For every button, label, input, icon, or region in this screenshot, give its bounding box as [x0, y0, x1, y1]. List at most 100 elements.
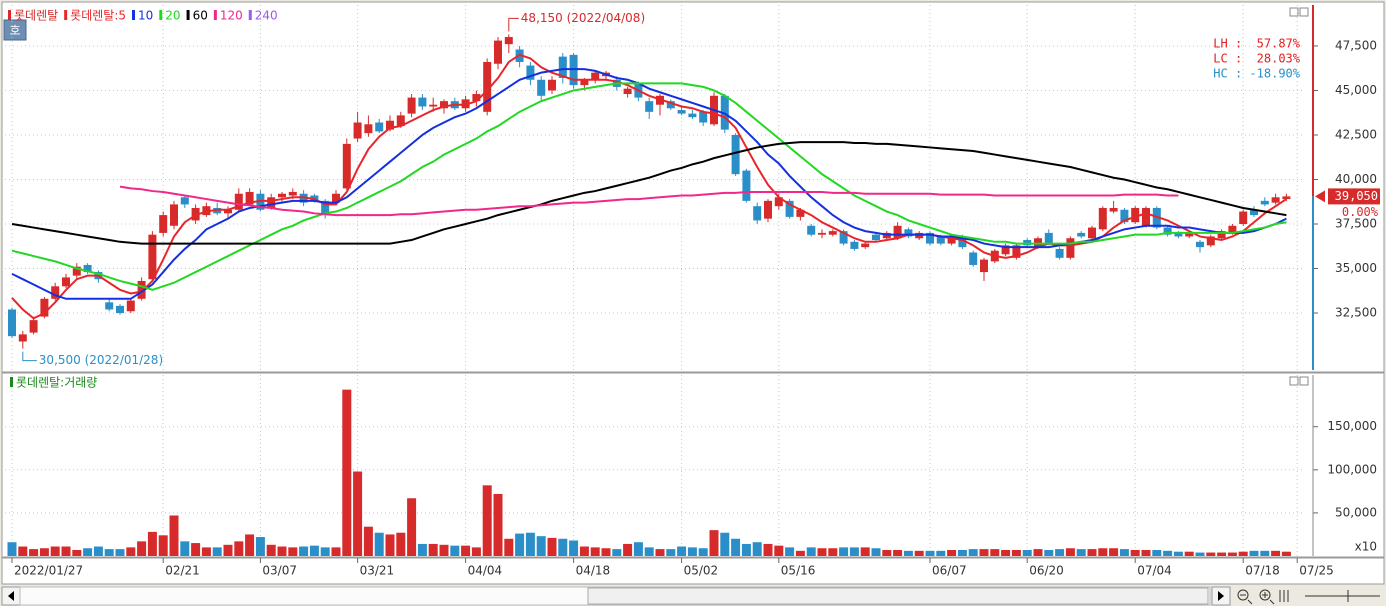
volume-bar	[1033, 549, 1043, 556]
min-marker	[22, 351, 37, 362]
date-axis-panel	[1, 557, 1385, 585]
candle-body	[872, 234, 880, 241]
volume-bar	[536, 536, 546, 556]
volume-bar	[201, 547, 211, 556]
candle-body	[947, 236, 956, 244]
volume-bar	[93, 546, 103, 556]
candle-body	[62, 277, 70, 287]
volume-bar	[363, 526, 373, 556]
zoom-glyphs	[1240, 592, 1275, 605]
volume-bar	[309, 545, 319, 556]
candle-body	[375, 122, 384, 132]
volume-bar	[1173, 551, 1183, 556]
volume-bar	[547, 537, 557, 556]
volume-bar	[353, 471, 363, 556]
candle-body	[958, 236, 967, 248]
zoom-slider[interactable]	[1279, 590, 1380, 602]
arrow-icon	[1218, 591, 1224, 601]
y-tick-label: 50,000	[1335, 505, 1377, 519]
volume-bar	[471, 547, 481, 556]
volume-bar	[1011, 549, 1021, 556]
candle-body	[558, 56, 567, 78]
y-tick-label: 35,000	[1335, 261, 1377, 275]
zoom-out[interactable]	[1237, 589, 1249, 601]
candle-body	[742, 170, 751, 201]
volume-bar	[817, 548, 827, 556]
volume-bar	[1055, 549, 1065, 556]
candle-body	[51, 286, 60, 299]
candle-body	[483, 61, 492, 112]
candle-body	[1142, 207, 1150, 226]
candle-body	[72, 266, 81, 276]
scroll-thumb[interactable]	[587, 587, 1209, 605]
y-tick-label: 37,500	[1335, 217, 1377, 231]
volume-bar	[277, 546, 287, 556]
volume-bar	[1206, 552, 1216, 556]
volume-bar	[569, 540, 579, 556]
candle-body	[342, 143, 351, 189]
volume-bar	[677, 546, 687, 556]
candle-body	[234, 193, 243, 210]
volume-bar	[655, 549, 665, 556]
volume-bar	[990, 549, 1000, 556]
volume-bar	[623, 543, 633, 556]
volume-bar	[1065, 548, 1075, 556]
volume-bar	[7, 542, 17, 556]
volume-bar	[126, 547, 136, 556]
volume-bar	[450, 545, 460, 556]
x-tick-label: 02/21	[165, 564, 200, 578]
candle-body	[494, 40, 502, 64]
candle-body	[926, 232, 934, 244]
y-tick-label: 100,000	[1327, 462, 1377, 476]
volume-bar	[925, 550, 935, 556]
candle-body	[1239, 211, 1248, 224]
volume-bar	[320, 547, 330, 556]
zoom-in[interactable]	[1259, 589, 1271, 601]
volume-bar	[709, 530, 719, 556]
volume-bar	[1087, 549, 1097, 556]
volume-bar	[893, 549, 903, 556]
mode-button[interactable]	[3, 19, 27, 41]
volume-bar	[482, 485, 492, 556]
volume-bar	[266, 544, 276, 556]
candle-body	[321, 200, 330, 216]
legend-swatch	[186, 10, 190, 20]
legend-swatch	[64, 10, 68, 20]
panel-icon[interactable]	[1299, 376, 1309, 386]
volume-bar	[936, 550, 946, 556]
panel-icon[interactable]	[1289, 376, 1299, 386]
panel-icon[interactable]	[1289, 7, 1299, 17]
y-tick-label: 42,500	[1335, 127, 1377, 141]
volume-bar	[1001, 549, 1011, 556]
candle-body	[288, 191, 297, 196]
candle-body	[429, 104, 438, 107]
candle-body	[126, 300, 135, 312]
moving-average-line	[11, 82, 1287, 291]
volume-bar	[774, 545, 784, 556]
x-tick-label: 05/16	[781, 564, 816, 578]
candle-body	[1109, 207, 1118, 212]
volume-bar	[806, 547, 816, 556]
candle-body	[1001, 245, 1010, 255]
volume-bar	[828, 548, 838, 556]
volume-bar	[234, 541, 244, 556]
panel-icons	[1289, 7, 1309, 386]
panel-icon[interactable]	[1299, 7, 1309, 17]
candle-body	[548, 79, 556, 91]
volume-bar	[147, 531, 157, 556]
y-tick-label: 32,500	[1335, 306, 1377, 320]
volume-bar	[212, 547, 222, 556]
volume-bar	[342, 389, 352, 556]
candle-body	[861, 243, 870, 248]
candle-body	[904, 229, 913, 237]
volume-bar	[158, 535, 168, 556]
candle-body	[1271, 197, 1280, 203]
volume-bar	[968, 549, 978, 556]
candle-body	[645, 101, 654, 112]
mode-button-label[interactable]: 호	[9, 24, 20, 38]
stat-line: LC : 28.03%	[1213, 52, 1300, 66]
candle-body	[526, 65, 535, 80]
x-tick-label: 07/18	[1245, 564, 1280, 578]
volume-bar	[785, 547, 795, 556]
